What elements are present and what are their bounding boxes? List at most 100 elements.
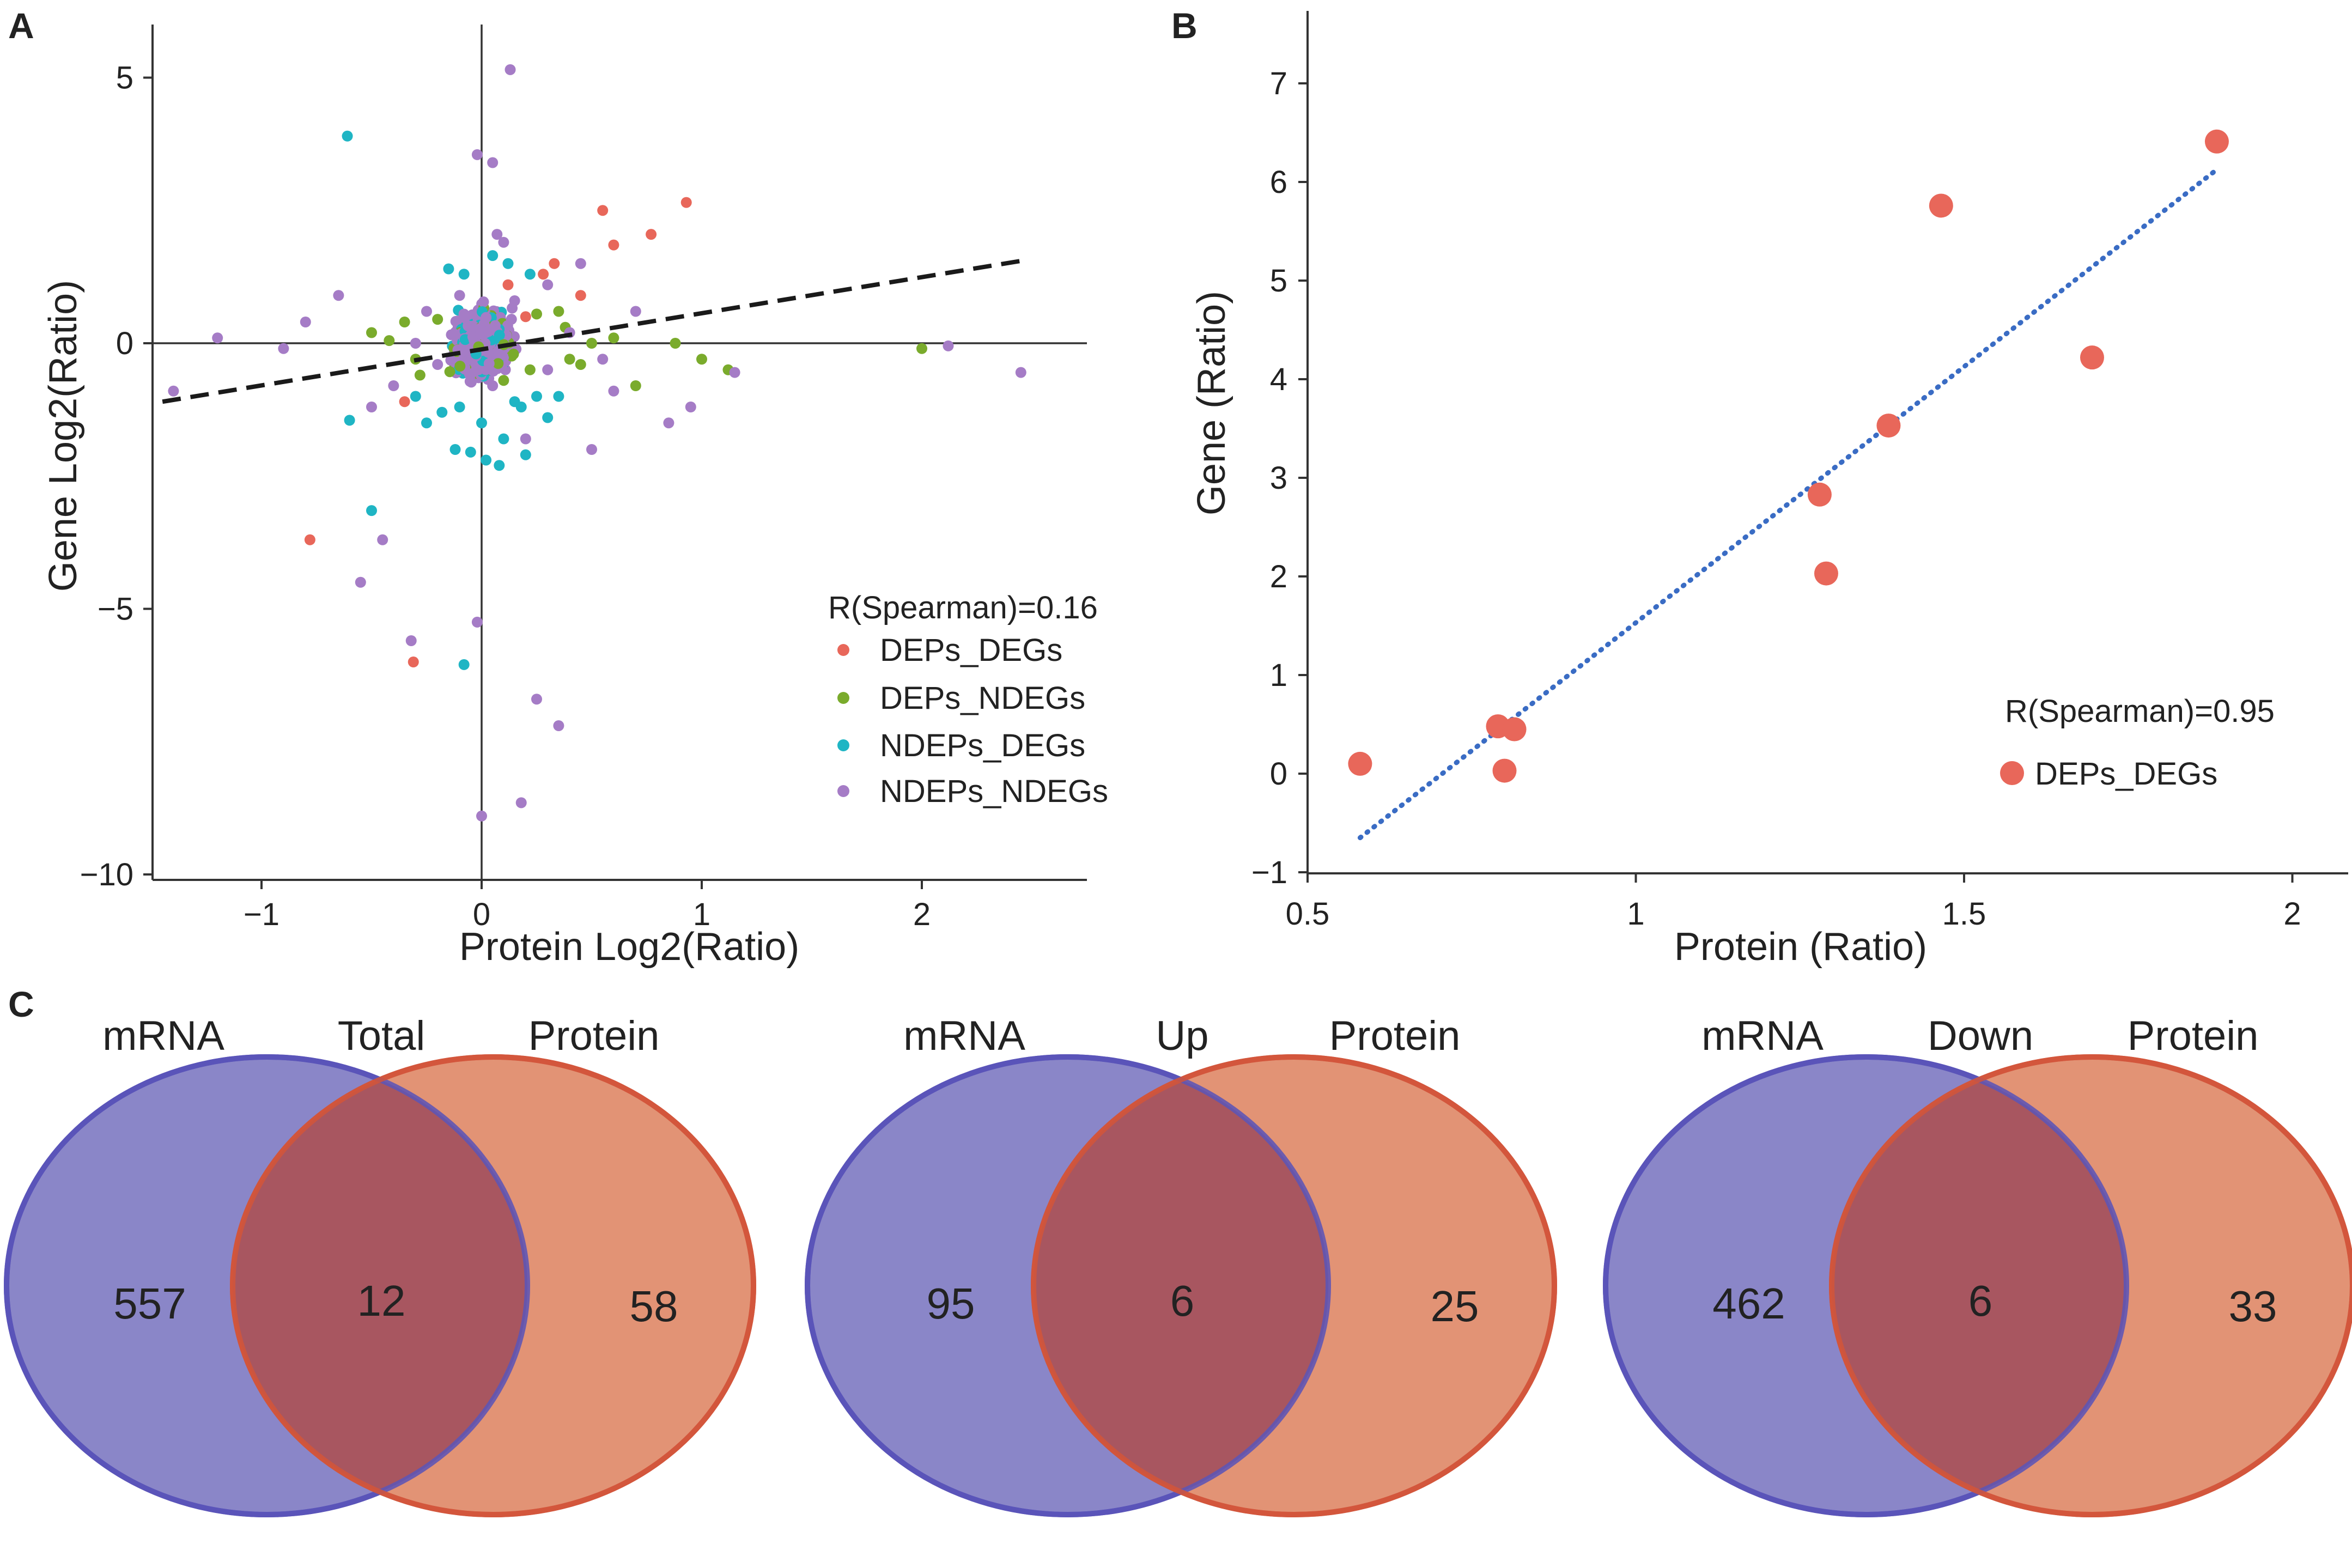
point-ndeps-ndegs	[168, 385, 179, 397]
point-ndeps-degs	[476, 417, 487, 429]
point-ndeps-ndegs	[729, 367, 740, 378]
point-ndeps-ndegs	[575, 258, 586, 269]
point-deps-degs	[646, 229, 657, 240]
point-ndeps-degs	[502, 258, 514, 269]
point-ndeps-degs	[410, 391, 421, 402]
point-ndeps-ndegs	[542, 364, 554, 375]
point-ndeps-ndegs	[471, 149, 483, 160]
point-ndeps-ndegs	[487, 157, 499, 168]
point-deps-ndegs	[553, 306, 564, 317]
venn-overlap-count: 6	[1968, 1277, 1993, 1325]
point-ndeps-ndegs	[498, 236, 509, 248]
venn-protein-outline	[230, 1054, 756, 1517]
point-ndeps-degs	[494, 460, 505, 471]
point-ndeps-degs	[458, 269, 470, 280]
panel-a-x-tick-label: 1	[693, 897, 710, 932]
venn-right-count: 33	[2229, 1282, 2277, 1330]
venn-down: mRNA Down Protein 462 6 33	[1603, 1013, 2352, 1517]
panel-b: B 0.5 1 1.5 2 −1 0 1 2 3 4 5 6 7 Protein (Ratio) Gen…	[1171, 5, 2348, 969]
point-ndeps-ndegs	[553, 720, 564, 731]
venn-container: mRNA Total Protein 557 12 58 mRNA Up Protein 95 6 2…	[4, 1013, 2352, 1517]
panel-b-trendline	[1357, 169, 2216, 841]
point-ndeps-ndegs	[943, 340, 954, 351]
legend-marker-deps-ndegs	[837, 692, 849, 704]
panel-b-y-label: Gene (Ratio)	[1190, 291, 1233, 515]
point-ndeps-degs	[487, 250, 499, 262]
panel-b-y-tick-label: 4	[1270, 362, 1287, 397]
point-ndeps-degs	[509, 396, 520, 408]
venn-up: mRNA Up Protein 95 6 25	[805, 1013, 1557, 1517]
panel-b-y-tick-label: 3	[1270, 460, 1287, 496]
venn-left-count: 462	[1712, 1279, 1785, 1328]
point-ndeps-degs	[531, 391, 542, 402]
panel-a-trend-line	[162, 258, 1022, 404]
panel-a-cloud-point	[483, 358, 495, 369]
venn-title: Up	[1156, 1013, 1208, 1059]
venn-right-label: Protein	[1329, 1013, 1461, 1059]
panel-a-cloud-point	[444, 366, 455, 378]
point-deps-ndegs	[630, 380, 641, 391]
panel-b-y-tick-label: −1	[1251, 855, 1287, 890]
panel-b-ticks: 0.5 1 1.5 2 −1 0 1 2 3 4 5 6 7	[1251, 66, 2301, 932]
point-deps-degs	[1807, 482, 1832, 507]
point-deps-ndegs	[366, 327, 377, 338]
point-deps-degs	[2080, 345, 2104, 370]
panel-a-cloud-point	[474, 323, 485, 335]
point-ndeps-ndegs	[366, 402, 377, 412]
panel-b-x-tick-label: 1	[1627, 896, 1644, 932]
panel-a-cloud-point	[445, 355, 457, 366]
point-ndeps-ndegs	[663, 417, 674, 429]
point-deps-ndegs	[586, 338, 597, 349]
point-deps-ndegs	[696, 354, 707, 365]
panel-b-y-tick-label: 5	[1270, 263, 1287, 299]
venn-left-label: mRNA	[903, 1013, 1025, 1059]
point-deps-degs	[408, 657, 419, 667]
point-ndeps-ndegs	[491, 229, 503, 240]
point-ndeps-ndegs	[333, 290, 344, 301]
panel-a-cloud-point	[494, 330, 505, 341]
venn-mrna-outline	[1603, 1054, 2129, 1517]
legend-marker-deps-degs	[837, 644, 849, 656]
point-deps-degs	[304, 534, 315, 545]
point-deps-ndegs	[916, 343, 927, 354]
point-ndeps-ndegs	[421, 306, 432, 317]
panel-a-x-label: Protein Log2(Ratio)	[459, 925, 799, 969]
point-ndeps-degs	[366, 505, 377, 516]
panel-b-x-tick-label: 1.5	[1942, 896, 1986, 932]
venn-right-label: Protein	[528, 1013, 660, 1059]
point-deps-ndegs	[384, 335, 395, 347]
point-ndeps-degs	[454, 402, 465, 412]
panel-a-zero-lines	[153, 25, 1087, 880]
venn-total: mRNA Total Protein 557 12 58	[4, 1013, 756, 1517]
panel-a-cloud-point	[483, 326, 494, 337]
legend-label-ndeps-ndegs: NDEPs_NDEGs	[880, 774, 1108, 809]
point-ndeps-ndegs	[300, 317, 311, 327]
panel-a-legend: R(Spearman)=0.16 DEPs_DEGs DEPs_NDEGs ND…	[828, 590, 1108, 809]
panel-b-legend-label: DEPs_DEGs	[2035, 756, 2217, 792]
panel-a-cloud-point	[506, 314, 517, 325]
point-ndeps-ndegs	[377, 534, 388, 545]
point-ndeps-ndegs	[608, 385, 619, 397]
point-ndeps-degs	[553, 391, 564, 402]
panel-b-y-tick-label: 1	[1270, 658, 1287, 693]
point-ndeps-degs	[458, 659, 470, 670]
panel-a-y-tick-label: 5	[116, 60, 133, 96]
venn-overlap-region	[1034, 1057, 1328, 1515]
point-ndeps-ndegs	[531, 694, 542, 705]
point-ndeps-ndegs	[542, 279, 554, 290]
point-ndeps-ndegs	[509, 295, 520, 306]
point-deps-degs	[597, 205, 609, 216]
panel-a-cloud-point	[508, 348, 519, 360]
point-deps-degs	[1502, 717, 1527, 742]
point-deps-ndegs	[670, 338, 681, 349]
point-ndeps-ndegs	[212, 332, 223, 344]
point-ndeps-ndegs	[454, 290, 465, 301]
panel-a-cloud-point	[493, 358, 504, 369]
point-ndeps-ndegs	[487, 380, 499, 391]
panel-a-y-tick-label: 0	[116, 326, 133, 361]
point-deps-ndegs	[399, 317, 410, 327]
point-ndeps-ndegs	[405, 635, 417, 646]
point-deps-ndegs	[414, 369, 426, 381]
point-ndeps-ndegs	[515, 797, 527, 809]
